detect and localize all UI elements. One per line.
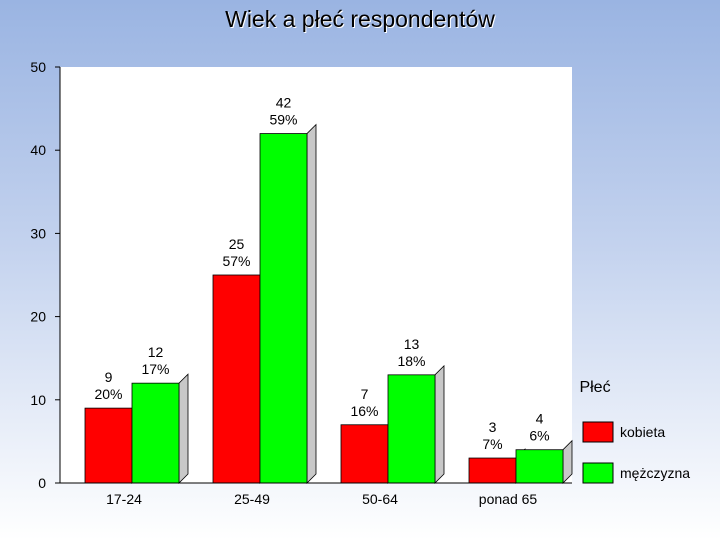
y-tick-label: 0 <box>38 475 46 491</box>
y-tick-label: 10 <box>30 392 46 408</box>
data-label-value: 9 <box>105 369 113 385</box>
data-label-value: 7 <box>361 386 369 402</box>
x-tick-label: 50-64 <box>362 491 398 507</box>
data-label: 7 16% <box>350 386 378 419</box>
legend: Płeć kobieta mężczyzna <box>579 379 690 484</box>
y-tick-label: 20 <box>30 309 46 325</box>
bar-mężczyzna-ponad 65 <box>515 449 564 484</box>
data-label-value: 4 <box>536 411 544 427</box>
bar-kobieta-25-49 <box>212 274 261 484</box>
bar-side <box>306 123 317 484</box>
data-label: 12 17% <box>141 344 169 377</box>
bar-kobieta-ponad 65 <box>468 457 517 484</box>
x-tick-label: ponad 65 <box>479 491 538 507</box>
chart-title: Wiek a płeć respondentów <box>225 6 495 32</box>
data-label-percent: 6% <box>529 428 549 444</box>
y-tick-label: 40 <box>30 142 46 158</box>
data-label-percent: 7% <box>482 436 502 452</box>
data-label-percent: 18% <box>397 353 425 369</box>
data-label: 3 7% <box>482 419 502 452</box>
y-tick-group: 0 10 20 30 40 50 <box>30 59 60 491</box>
y-tick-label: 30 <box>30 225 46 241</box>
data-label: 13 18% <box>397 336 425 369</box>
data-label: 4 6% <box>529 411 549 444</box>
data-label-percent: 59% <box>269 112 297 128</box>
bar-kobieta-50-64 <box>340 424 389 484</box>
data-label-value: 3 <box>489 419 497 435</box>
data-label-percent: 57% <box>222 253 250 269</box>
bars-group <box>84 123 573 484</box>
bar-mężczyzna-50-64 <box>387 374 436 484</box>
legend-label: kobieta <box>620 424 665 440</box>
data-label: 9 20% <box>94 369 122 402</box>
data-label-percent: 20% <box>94 386 122 402</box>
data-label-value: 12 <box>148 344 164 360</box>
bar-mężczyzna-17-24 <box>131 382 180 484</box>
legend-title: Płeć <box>579 379 610 396</box>
data-label-value: 25 <box>229 236 245 252</box>
y-tick-label: 50 <box>30 59 46 75</box>
data-label-percent: 17% <box>141 361 169 377</box>
legend-swatch <box>582 421 614 443</box>
data-label: 42 59% <box>269 95 297 128</box>
bar-side <box>434 364 445 484</box>
x-tick-label: 17-24 <box>106 491 142 507</box>
data-label-value: 42 <box>276 95 292 111</box>
x-tick-group: 17-24 25-49 50-64 ponad 65 <box>106 491 537 507</box>
data-label-group: 9 20% 12 17% 25 57% 42 59% 7 16% 13 18% 3 7% 4 6% <box>94 95 549 452</box>
data-label: 25 57% <box>222 236 250 269</box>
data-label-percent: 16% <box>350 403 378 419</box>
x-tick-label: 25-49 <box>234 491 270 507</box>
legend-swatch <box>582 462 614 484</box>
data-label-value: 13 <box>404 336 420 352</box>
bar-kobieta-17-24 <box>84 407 133 484</box>
legend-label: mężczyzna <box>620 465 690 481</box>
bar-mężczyzna-25-49 <box>259 133 308 484</box>
bar-side <box>178 373 189 484</box>
